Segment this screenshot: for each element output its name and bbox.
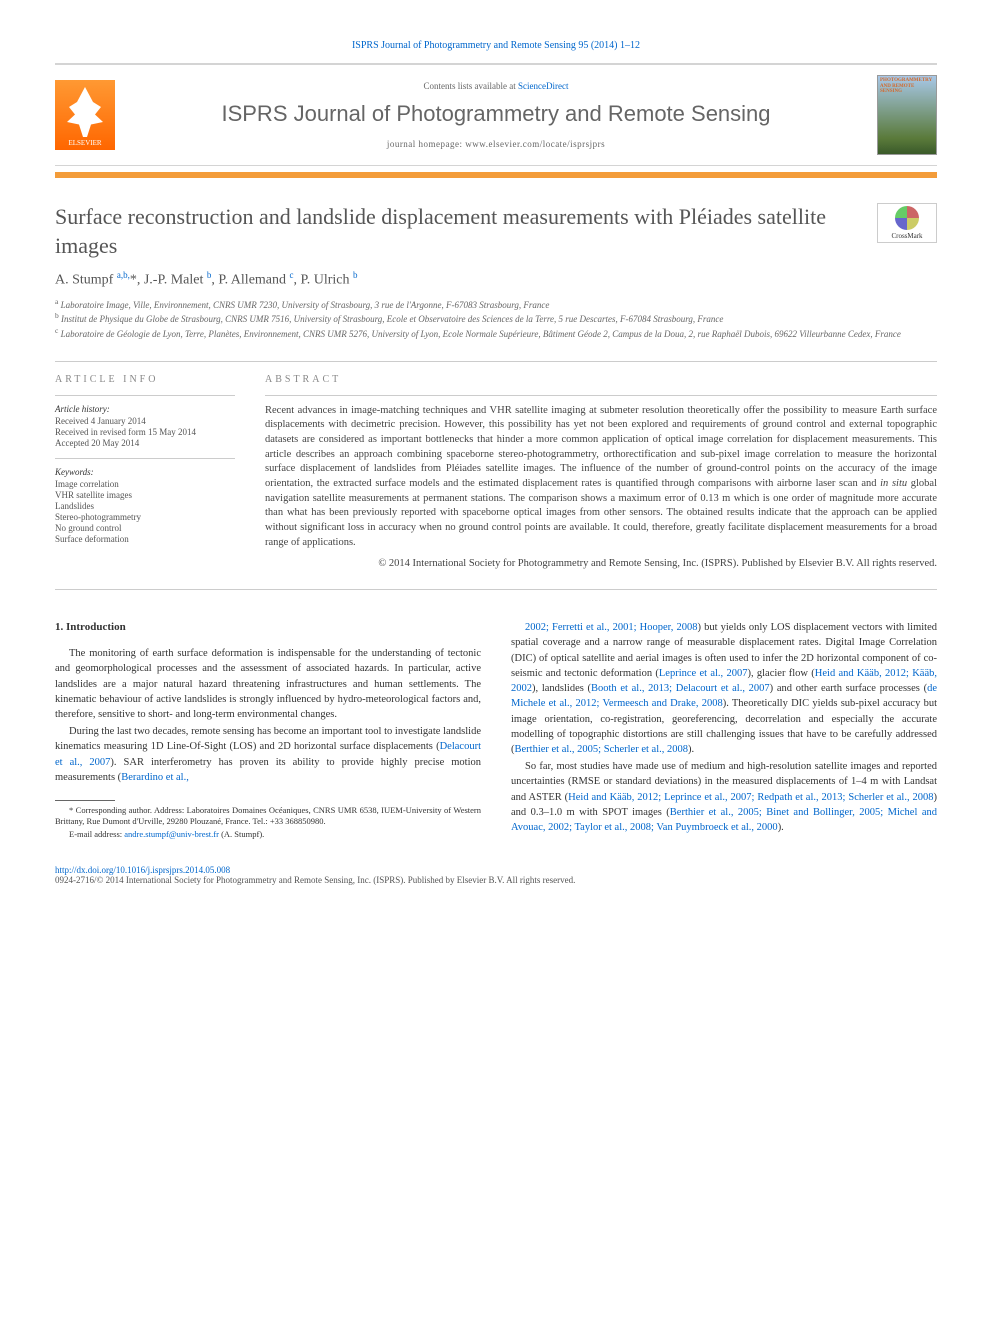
issn-copyright-line: 0924-2716/© 2014 International Society f… [55,875,937,885]
crossmark-badge[interactable]: CrossMark [877,203,937,243]
authors-line: A. Stumpf a,b,*, J.-P. Malet b, P. Allem… [55,270,937,289]
doi-link[interactable]: http://dx.doi.org/10.1016/j.isprsjprs.20… [55,865,230,875]
crossmark-icon [895,206,919,230]
abstract-column: ABSTRACT Recent advances in image-matchi… [265,374,937,572]
abstract-copyright: © 2014 International Society for Photogr… [265,557,937,572]
abstract-text: Recent advances in image-matching techni… [265,404,937,551]
elsevier-label: ELSEVIER [68,139,101,147]
citation-link[interactable]: Heid and Kääb, 2012; Leprince et al., 20… [568,792,933,803]
article-info-column: ARTICLE INFO Article history: Received 4… [55,374,235,572]
received-line: Received 4 January 2014 [55,416,235,426]
affiliation-b: Institut de Physique du Globe de Strasbo… [61,314,723,324]
citation-link[interactable]: Leprince et al., 2007 [659,668,748,679]
intro-para-1: The monitoring of earth surface deformat… [55,646,481,722]
journal-header-bar: ELSEVIER Contents lists available at Sci… [55,63,937,166]
history-label: Article history: [55,404,235,414]
intro-heading: 1. Introduction [55,620,481,636]
keywords-label: Keywords: [55,467,235,477]
footnote-divider [55,800,115,801]
journal-homepage-line: journal homepage: www.elsevier.com/locat… [130,139,862,149]
elsevier-logo: ELSEVIER [55,80,115,150]
contents-available-line: Contents lists available at ScienceDirec… [130,81,862,91]
corresponding-author-footnote: * Corresponding author. Address: Laborat… [55,805,481,827]
accepted-line: Accepted 20 May 2014 [55,438,235,448]
affiliation-c: Laboratoire de Géologie de Lyon, Terre, … [61,329,901,339]
sciencedirect-link[interactable]: ScienceDirect [518,81,568,91]
citation-link[interactable]: Berardino et al., [121,772,189,783]
keyword-item: VHR satellite images [55,490,235,500]
revised-line: Received in revised form 15 May 2014 [55,427,235,437]
journal-cover-thumbnail: PHOTOGRAMMETRY AND REMOTE SENSING [877,75,937,155]
citation-link[interactable]: Berthier et al., 2005; Scherler et al., … [515,744,689,755]
body-two-column: 1. Introduction The monitoring of earth … [55,620,937,840]
header-citation: ISPRS Journal of Photogrammetry and Remo… [55,40,937,51]
crossmark-label: CrossMark [891,232,922,240]
citation-link[interactable]: 2002; Ferretti et al., 2001; Hooper, 200… [525,622,698,633]
journal-center-block: Contents lists available at ScienceDirec… [115,81,877,149]
article-title: Surface reconstruction and landslide dis… [55,203,877,260]
keyword-item: Stereo-photogrammetry [55,512,235,522]
article-info-abstract-row: ARTICLE INFO Article history: Received 4… [55,361,937,591]
article-info-heading: ARTICLE INFO [55,374,235,385]
affiliation-a: Laboratoire Image, Ville, Environnement,… [61,300,550,310]
homepage-label: journal homepage: [387,139,465,149]
page-footer: http://dx.doi.org/10.1016/j.isprsjprs.20… [55,865,937,885]
intro-para-4: So far, most studies have made use of me… [511,759,937,835]
intro-para-2: During the last two decades, remote sens… [55,724,481,785]
citation-link[interactable]: Booth et al., 2013; Delacourt et al., 20… [591,683,770,694]
keyword-item: No ground control [55,523,235,533]
elsevier-tree-icon [65,87,105,137]
homepage-url[interactable]: www.elsevier.com/locate/isprsjprs [465,139,605,149]
keyword-item: Landslides [55,501,235,511]
intro-para-3: 2002; Ferretti et al., 2001; Hooper, 200… [511,620,937,757]
keyword-item: Image correlation [55,479,235,489]
keyword-item: Surface deformation [55,534,235,544]
email-footnote: E-mail address: andre.stumpf@univ-brest.… [55,829,481,840]
abstract-heading: ABSTRACT [265,374,937,385]
contents-text: Contents lists available at [424,81,518,91]
cover-title: PHOTOGRAMMETRY AND REMOTE SENSING [880,78,934,95]
journal-name: ISPRS Journal of Photogrammetry and Remo… [130,101,862,127]
orange-divider [55,172,937,178]
email-link[interactable]: andre.stumpf@univ-brest.fr [124,829,219,839]
affiliations-block: a Laboratoire Image, Ville, Environnemen… [55,297,937,341]
